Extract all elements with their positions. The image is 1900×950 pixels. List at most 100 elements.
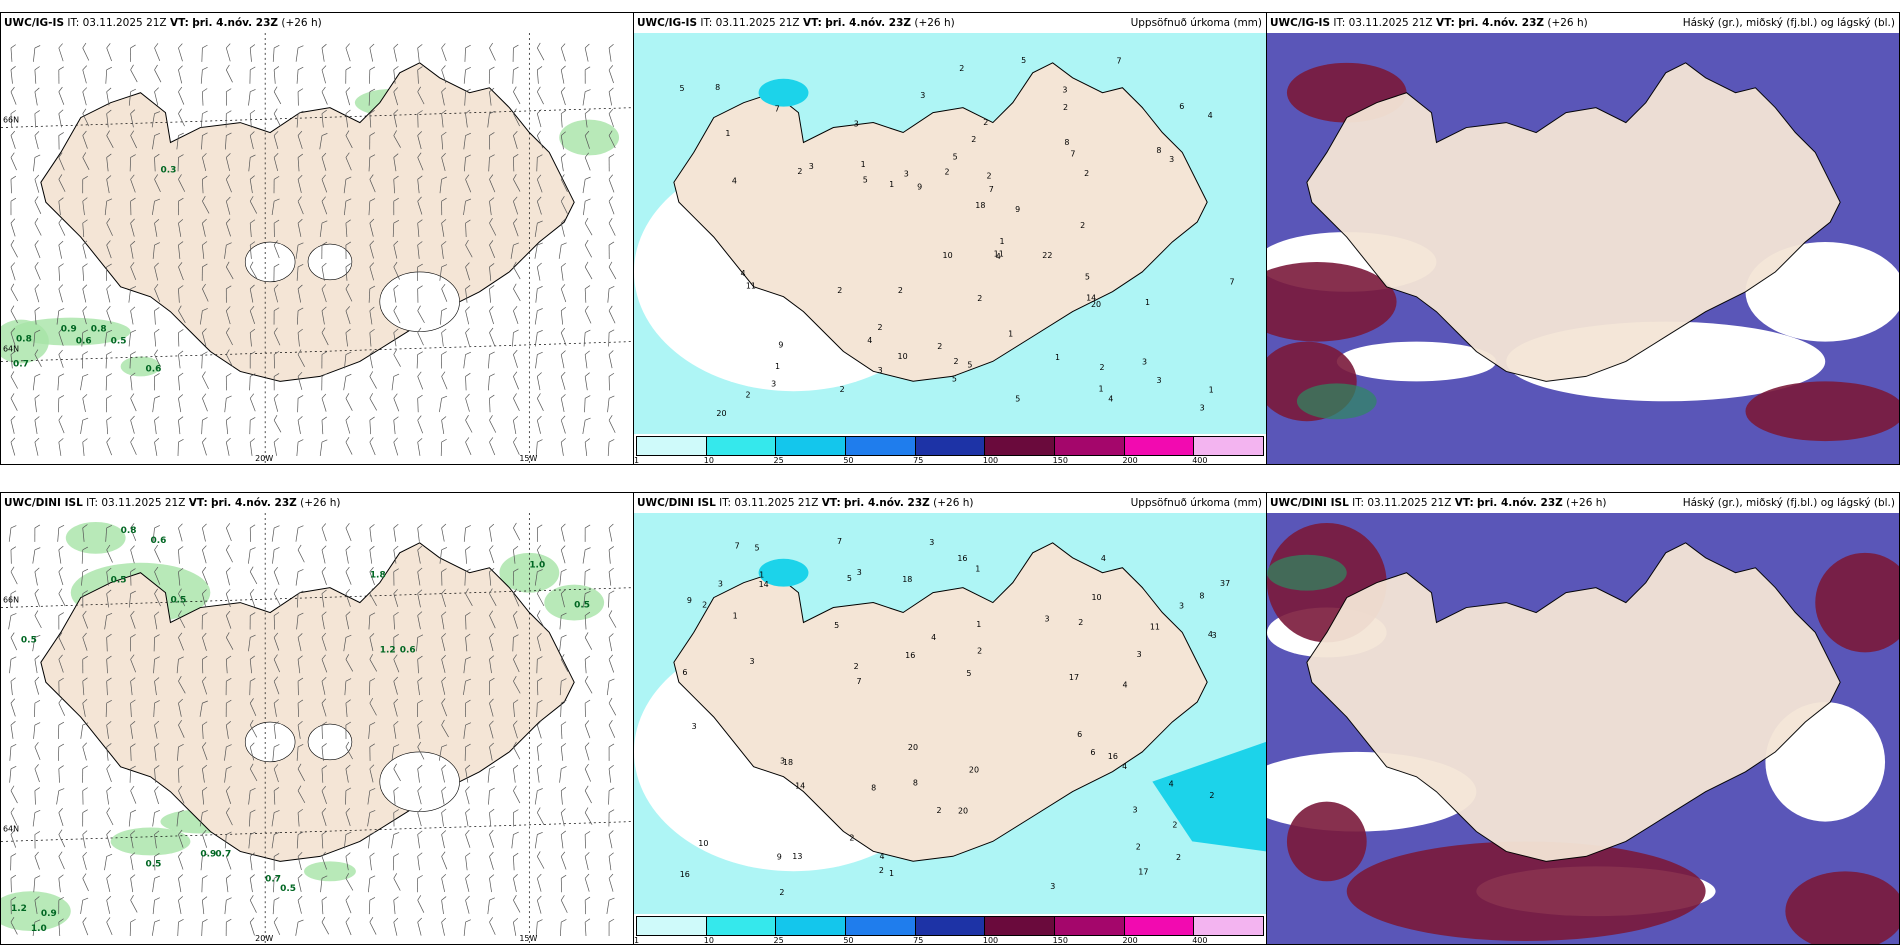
cloud-map[interactable]: [1267, 33, 1899, 464]
precip-value: 6: [1179, 102, 1184, 111]
legend-tick: 150: [1052, 456, 1068, 465]
precip-value: 5: [952, 374, 957, 383]
precip-value: 3: [1062, 86, 1067, 95]
iceland-landmass: [673, 542, 1208, 862]
wind-value: 0.6: [146, 364, 162, 374]
wind-value: 1.2: [11, 904, 27, 914]
precip-value: 4: [996, 252, 1001, 261]
wind-value: 0.6: [400, 645, 416, 655]
precip-value: 2: [854, 662, 859, 671]
precip-value: 1: [725, 129, 730, 138]
legend-swatch: [1055, 437, 1125, 455]
legend-swatch: [915, 917, 986, 935]
legend-tick: 75: [913, 456, 924, 465]
wind-value: 1.2: [380, 645, 396, 655]
heavy-precip: [1152, 741, 1266, 852]
precip-value: 7: [1116, 57, 1121, 66]
panel-header: UWC/DINI ISL IT: 03.11.2025 21Z VT: þri.…: [1, 493, 633, 513]
precip-value: 6: [682, 668, 687, 677]
precip-value: 2: [959, 64, 964, 73]
precip-value: 5: [953, 152, 958, 161]
iceland-landmass: [673, 62, 1208, 382]
wind-value: 0.6: [151, 536, 167, 546]
high-cloud: [1346, 841, 1706, 942]
wind-map[interactable]: 20W 15W 66N 64N 0.3 0.9 0.8 0.6 0.5 0.8 0.7 0.6: [1, 33, 633, 464]
cloud-panel-bottom: UWC/DINI ISL IT: 03.11.2025 21Z VT: þri.…: [1266, 492, 1900, 945]
wind-value: 0.8: [16, 335, 32, 345]
precip-area: [1, 891, 71, 932]
precip-map-svg: 3322311718371443252183917203337810613165…: [634, 513, 1266, 914]
legend-swatch: [776, 917, 847, 935]
precip-value: 2: [953, 357, 958, 366]
precip-value: 4: [1208, 630, 1213, 639]
precip-value: 5: [755, 544, 760, 553]
cloud-map[interactable]: [1267, 513, 1899, 944]
precip-value: 4: [741, 269, 746, 278]
lon-label: 15W: [519, 454, 537, 463]
precip-value: 8: [913, 779, 918, 788]
legend-swatch: [637, 917, 707, 935]
precip-value: 2: [986, 171, 991, 180]
wind-value: 0.5: [146, 859, 162, 869]
wind-value: 0.9: [200, 849, 216, 859]
precip-value: 2: [1084, 169, 1089, 178]
wind-value: 0.3: [160, 165, 176, 175]
precip-legend: 1 10 25 50 75 100 150 200 400: [634, 434, 1266, 464]
legend-swatch: [985, 917, 1056, 935]
wind-value: 0.5: [170, 596, 186, 606]
precip-map[interactable]: 2 1 1 2 3 5 3 3 2 4 3 5 10 2 1 1 14 11 10 4 5 3 5 22 20 2 3 2 3 1 3 2 2 2…: [634, 33, 1266, 434]
precip-value: 2: [937, 342, 942, 351]
precip-value: 1: [1099, 385, 1104, 394]
wind-value: 0.8: [121, 526, 137, 536]
wind-value: 0.7: [215, 849, 231, 859]
lat-label: 66N: [3, 596, 19, 605]
precip-value: 1: [889, 180, 894, 189]
lat-label: 64N: [3, 345, 19, 354]
legend-tick: 1: [634, 456, 640, 465]
precip-value: 4: [1108, 395, 1113, 404]
cloud-map-svg: [1267, 33, 1899, 464]
precip-value: 2: [937, 806, 942, 815]
precip-value: 4: [1122, 762, 1127, 771]
wind-value: 1.8: [370, 571, 386, 581]
precip-value: 3: [809, 162, 814, 171]
precip-value: 2: [983, 118, 988, 127]
precip-value: 7: [989, 185, 994, 194]
glacier: [379, 271, 460, 332]
precip-value: 7: [775, 105, 780, 114]
legend-swatch: [1055, 917, 1125, 935]
legend-tick: 1: [634, 936, 640, 945]
wind-map-svg: 20W 15W 66N 64N 0.8 0.6 0.5 1.0 0.5 1.8 0.5 0.5 1.2 0…: [1, 513, 633, 944]
precip-value: 5: [847, 574, 852, 583]
legend-tick: 200: [1122, 456, 1138, 465]
precip-value: 2: [971, 135, 976, 144]
precip-map[interactable]: 3 3 2 2 3 1 17 18 37 14 4 3 2 5 2 1 8 3 9 17 20 3 3 3 7 8 10 6 13 16 5…: [634, 513, 1266, 914]
precip-value: 9: [777, 852, 782, 861]
precip-value: 1: [733, 611, 738, 620]
precip-value: 3: [1142, 357, 1147, 366]
precip-panel-top: UWC/IG-IS IT: 03.11.2025 21Z VT: þri. 4.…: [633, 12, 1267, 465]
precip-value: 3: [750, 657, 755, 666]
precip-value: 7: [1070, 150, 1075, 159]
precip-value: 2: [1063, 103, 1068, 112]
legend-tick: 50: [843, 456, 854, 465]
precip-value: 5: [1015, 394, 1020, 403]
legend-tick: 400: [1192, 936, 1208, 945]
legend-tick: 75: [913, 936, 924, 945]
legend-swatch: [846, 437, 916, 455]
precip-value: 6: [1090, 748, 1095, 757]
precip-value: 14: [795, 781, 805, 790]
precip-value: 5: [863, 176, 868, 185]
precip-value: 9: [1015, 205, 1020, 214]
precip-value: 6: [1077, 730, 1082, 739]
precip-value: 3: [718, 579, 723, 588]
precip-value: 2: [878, 323, 883, 332]
precip-value: 2: [1172, 821, 1177, 830]
precip-value: 3: [1045, 615, 1050, 624]
precip-value: 3: [1050, 882, 1055, 891]
high-cloud: [1745, 381, 1899, 442]
wind-map[interactable]: 20W 15W 66N 64N 0.8 0.6 0.5 1.0 0.5 1.8 0.5 0.5 1.2 0…: [1, 513, 633, 944]
precip-value: 17: [1069, 673, 1079, 682]
precip-value: 3: [857, 568, 862, 577]
precip-value: 1: [976, 620, 981, 629]
